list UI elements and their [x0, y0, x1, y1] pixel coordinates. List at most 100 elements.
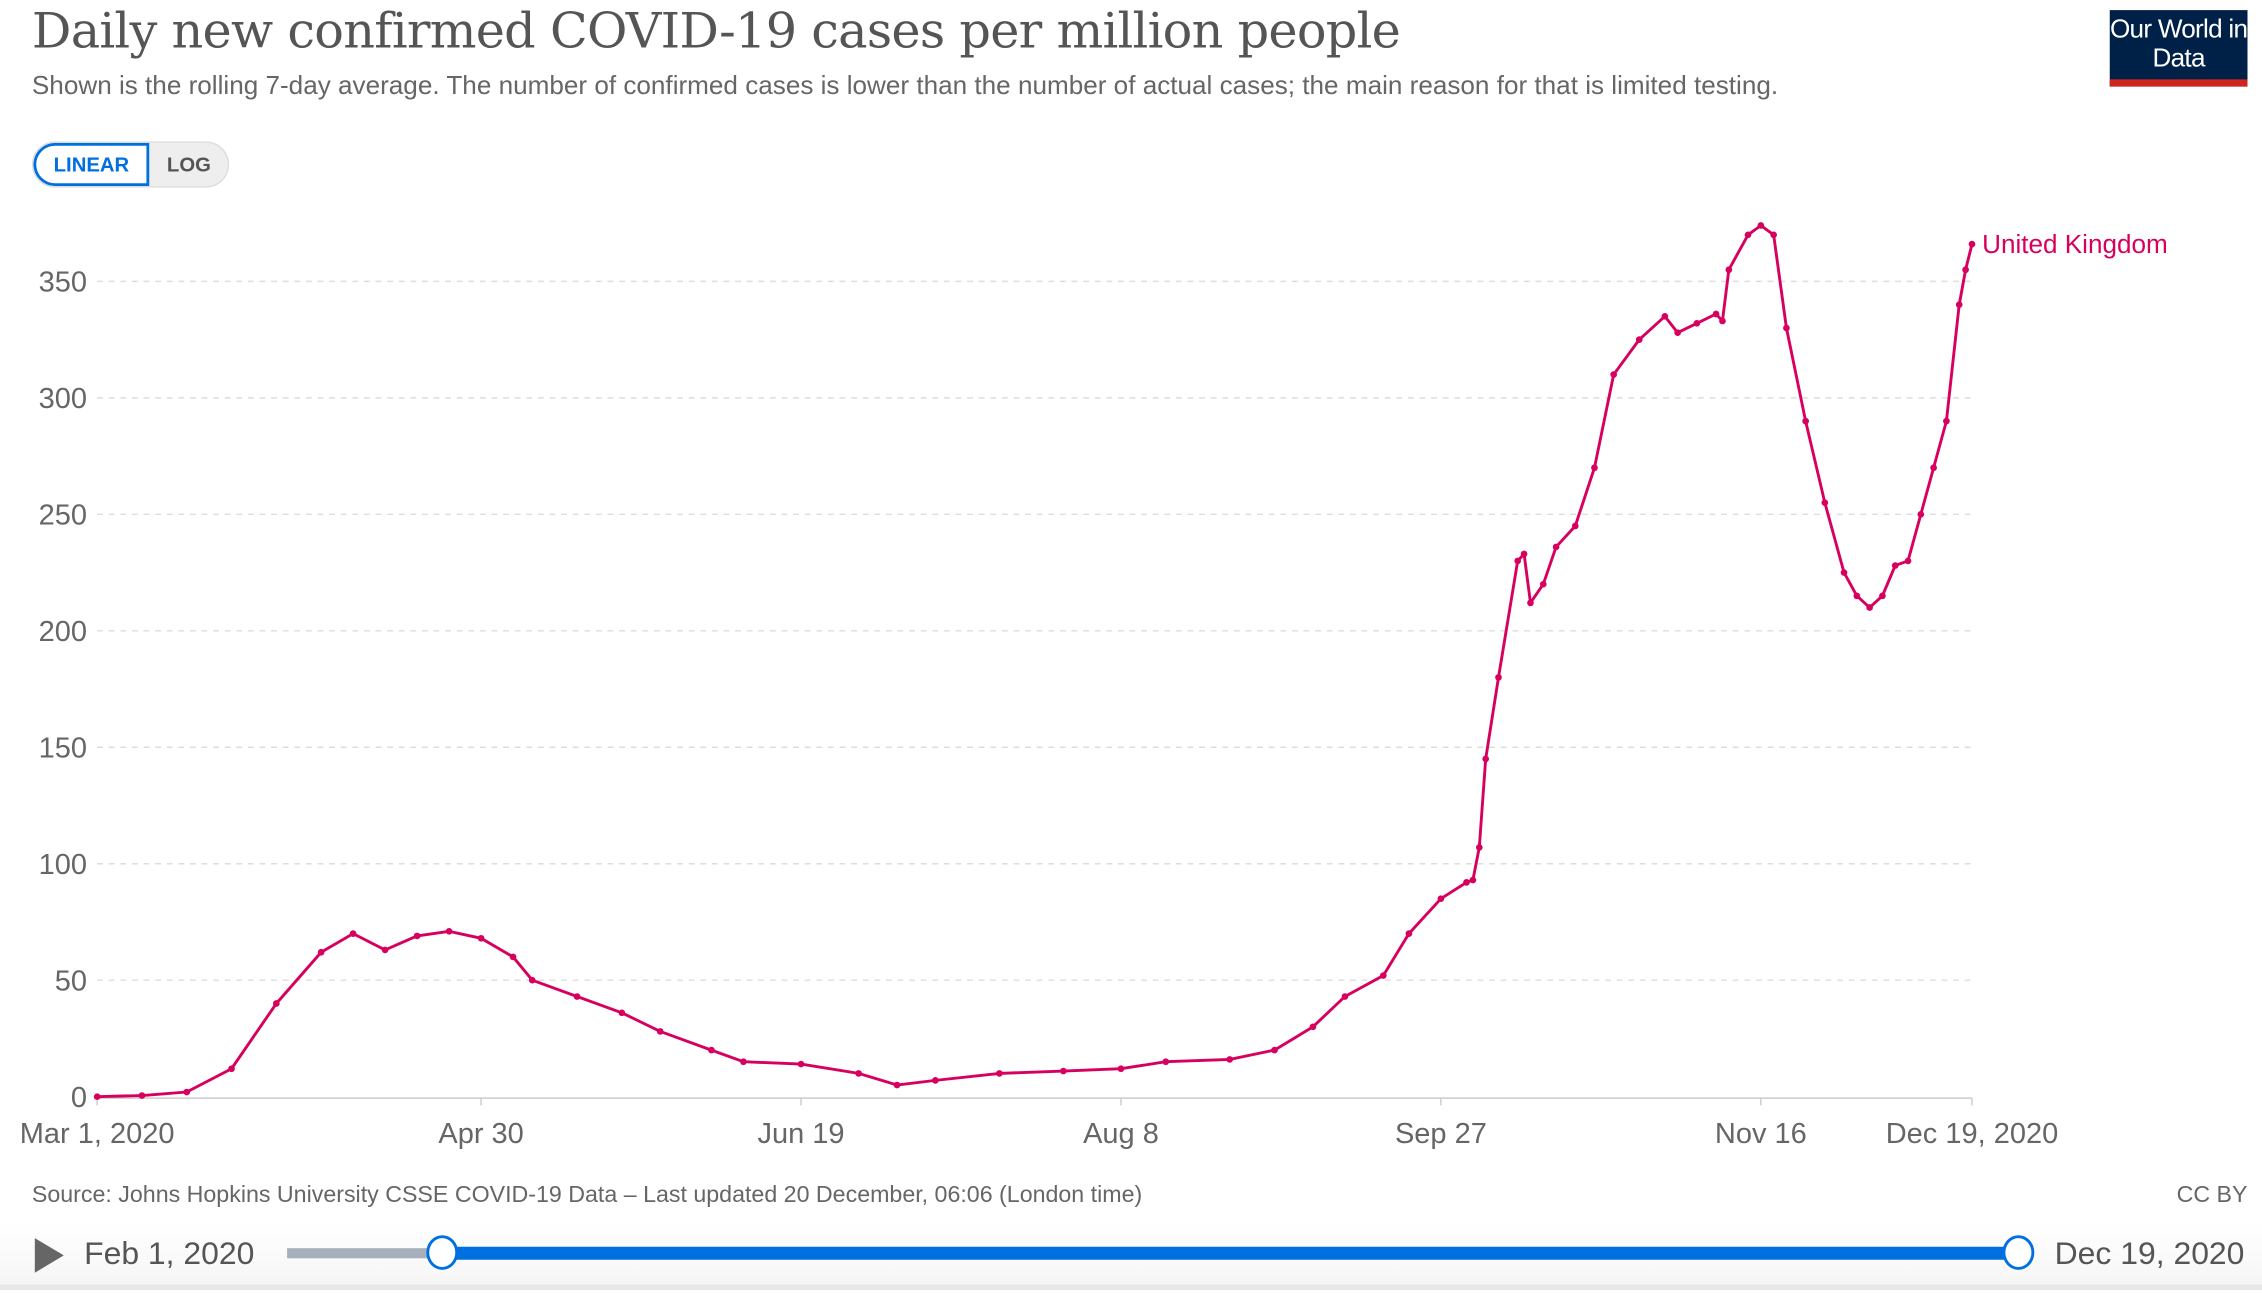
data-point [477, 934, 485, 942]
scale-toggle: LINEAR LOG [31, 141, 230, 188]
data-point [349, 930, 357, 937]
y-tick-label: 300 [39, 383, 87, 415]
data-point [1968, 240, 1976, 248]
timeline-start-label: Feb 1, 2020 [84, 1235, 255, 1272]
data-point [932, 1077, 939, 1084]
series-line [97, 223, 1974, 1099]
data-point [1840, 569, 1848, 576]
y-tick-label: 100 [39, 849, 87, 881]
series-label: United Kingdom [1982, 229, 2168, 259]
data-point [1437, 895, 1445, 902]
data-point [1821, 499, 1829, 506]
data-point [996, 1070, 1003, 1077]
data-point [1591, 464, 1598, 472]
data-point [1482, 755, 1490, 763]
x-tick-label: Mar 1, 2020 [20, 1118, 175, 1150]
data-point [1463, 879, 1470, 886]
data-point [1495, 674, 1502, 681]
data-point [1405, 930, 1413, 937]
line-chart: 0 50 100 150 200 250 300 350 Mar 1, 2020 Apr 30 Ju… [20, 222, 2168, 1150]
y-tick-label: 250 [39, 499, 87, 531]
y-tick-label: 0 [71, 1082, 87, 1114]
data-point [445, 927, 453, 935]
data-point [1309, 1023, 1317, 1031]
data-point [1757, 222, 1765, 229]
data-point [1341, 993, 1349, 1000]
timeline: Feb 1, 2020 Dec 19, 2020 [0, 1223, 2262, 1291]
data-point [1674, 329, 1681, 336]
data-point [1853, 592, 1861, 600]
data-point [509, 953, 517, 961]
y-tick-label: 150 [39, 732, 87, 764]
data-point [1060, 1067, 1067, 1075]
data-point [1866, 604, 1873, 611]
data-point [1379, 972, 1387, 979]
data-point [1527, 599, 1534, 607]
data-point [1719, 317, 1726, 325]
data-point [1917, 511, 1925, 518]
timeline-selected-range[interactable] [442, 1246, 2019, 1260]
data-point [1226, 1056, 1234, 1063]
data-point [1744, 231, 1752, 239]
data-point [1610, 371, 1618, 378]
data-point [528, 976, 536, 984]
data-point [1539, 580, 1547, 588]
x-tick-label: Sep 27 [1395, 1118, 1487, 1150]
data-point [656, 1028, 664, 1035]
data-point [138, 1092, 146, 1099]
data-point [1635, 336, 1643, 343]
data-point [1693, 319, 1701, 327]
x-tick-label: Apr 30 [438, 1118, 523, 1150]
source-note: Source: Johns Hopkins University CSSE CO… [31, 1183, 1143, 1208]
timeline-end-label: Dec 19, 2020 [2054, 1235, 2245, 1272]
data-point [893, 1081, 901, 1089]
license-link[interactable]: CC BY [2176, 1183, 2248, 1208]
owid-logo[interactable]: Our World in Data [2109, 10, 2248, 87]
data-point [797, 1060, 805, 1068]
data-point [740, 1058, 747, 1066]
data-point [708, 1046, 715, 1054]
data-point [1661, 313, 1669, 320]
timeline-start-handle[interactable] [426, 1235, 459, 1270]
data-point [381, 946, 389, 954]
y-tick-label: 350 [39, 267, 87, 299]
data-point [1879, 592, 1886, 600]
data-point [183, 1088, 191, 1096]
data-point [1271, 1046, 1278, 1054]
data-point [1117, 1065, 1125, 1073]
data-point [855, 1070, 862, 1077]
x-tick-label: Dec 19, 2020 [1886, 1118, 2058, 1150]
y-tick-label: 200 [39, 616, 87, 648]
x-tick-label: Nov 16 [1715, 1118, 1807, 1150]
y-tick-label: 50 [55, 965, 87, 997]
data-point [1955, 301, 1963, 308]
data-point [1725, 266, 1733, 274]
data-point [1891, 562, 1899, 569]
timeline-end-handle[interactable] [2002, 1235, 2035, 1270]
data-point [272, 1000, 280, 1007]
data-point [1712, 310, 1720, 318]
chart-title: Daily new confirmed COVID-19 cases per m… [31, 2, 1401, 61]
data-point [1571, 522, 1579, 530]
data-point [1770, 231, 1777, 239]
data-point [1930, 464, 1937, 472]
data-point [618, 1009, 626, 1017]
data-point [413, 932, 421, 940]
data-point [1520, 550, 1528, 558]
data-point [1943, 417, 1950, 425]
log-scale-button[interactable]: LOG [149, 142, 229, 187]
data-point [1904, 557, 1912, 565]
data-point [228, 1065, 235, 1073]
data-point [1514, 557, 1522, 565]
data-point [93, 1093, 101, 1100]
data-point [1469, 876, 1477, 884]
linear-scale-button[interactable]: LINEAR [33, 142, 150, 187]
data-point [1475, 844, 1483, 851]
data-point [1552, 543, 1560, 551]
x-tick-label: Aug 8 [1083, 1118, 1159, 1150]
data-point [317, 948, 325, 956]
data-point [1962, 266, 1969, 274]
chart-subtitle: Shown is the rolling 7-day average. The … [31, 70, 1779, 100]
play-icon[interactable] [34, 1238, 64, 1273]
data-point [1162, 1058, 1170, 1066]
